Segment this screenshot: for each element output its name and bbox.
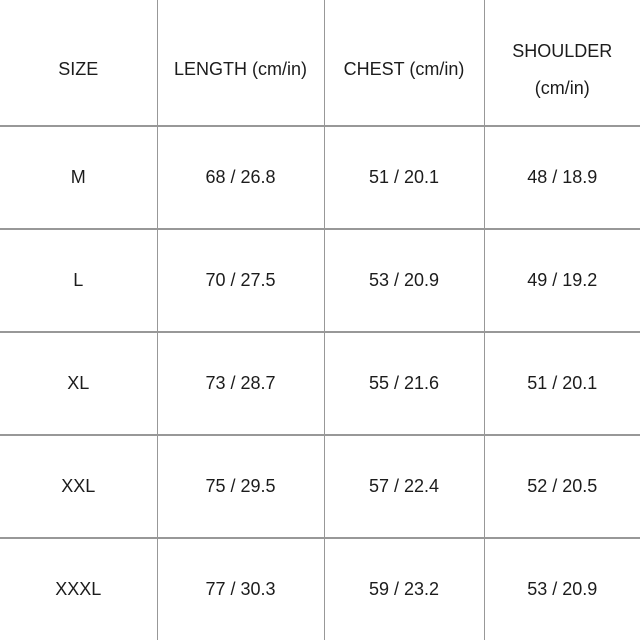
cell-chest: 53 / 20.9 — [324, 229, 485, 333]
cell-length: 73 / 28.7 — [157, 332, 325, 436]
column-header-size: SIZE — [0, 0, 158, 127]
cell-shoulder: 49 / 19.2 — [484, 229, 640, 333]
column-header-chest: CHEST (cm/in) — [324, 0, 485, 127]
table-row-xxl: XXL 75 / 29.5 57 / 22.4 52 / 20.5 — [0, 435, 640, 539]
table-row-l: L 70 / 27.5 53 / 20.9 49 / 19.2 — [0, 229, 640, 333]
cell-length: 77 / 30.3 — [157, 538, 325, 640]
header-row: SIZE LENGTH (cm/in) CHEST (cm/in) SHOULD… — [0, 0, 640, 127]
table-row-m: M 68 / 26.8 51 / 20.1 48 / 18.9 — [0, 126, 640, 230]
cell-size: XXL — [0, 435, 158, 539]
cell-length: 70 / 27.5 — [157, 229, 325, 333]
cell-shoulder: 51 / 20.1 — [484, 332, 640, 436]
cell-size: L — [0, 229, 158, 333]
cell-chest: 55 / 21.6 — [324, 332, 485, 436]
cell-size: M — [0, 126, 158, 230]
cell-chest: 57 / 22.4 — [324, 435, 485, 539]
cell-length: 68 / 26.8 — [157, 126, 325, 230]
column-header-length: LENGTH (cm/in) — [157, 0, 325, 127]
cell-size: XL — [0, 332, 158, 436]
cell-shoulder: 48 / 18.9 — [484, 126, 640, 230]
cell-chest: 51 / 20.1 — [324, 126, 485, 230]
column-header-shoulder: SHOULDER (cm/in) — [484, 0, 640, 127]
cell-chest: 59 / 23.2 — [324, 538, 485, 640]
cell-length: 75 / 29.5 — [157, 435, 325, 539]
cell-size: XXXL — [0, 538, 158, 640]
cell-shoulder: 53 / 20.9 — [484, 538, 640, 640]
table-row-xxxl: XXXL 77 / 30.3 59 / 23.2 53 / 20.9 — [0, 538, 640, 640]
cell-shoulder: 52 / 20.5 — [484, 435, 640, 539]
table-row-xl: XL 73 / 28.7 55 / 21.6 51 / 20.1 — [0, 332, 640, 436]
